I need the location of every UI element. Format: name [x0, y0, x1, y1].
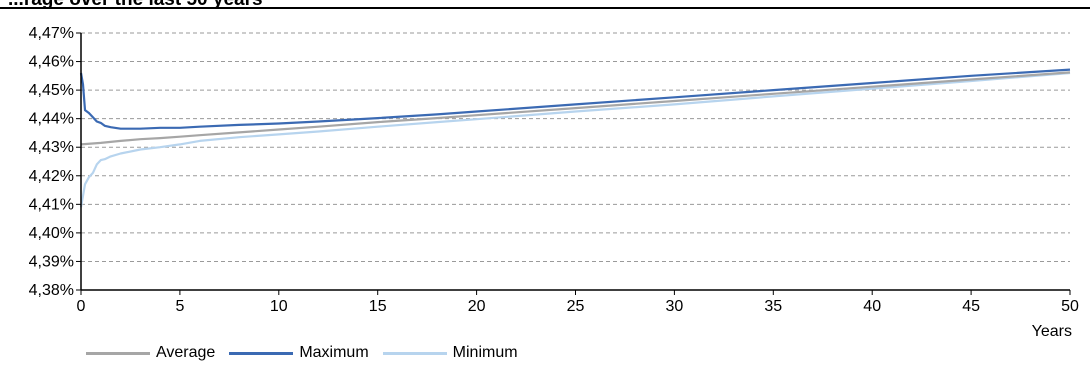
axes: 4,38% 4,39% 4,40% 4,41% 4,42% 4,43% 4,44% 4,45%… [29, 25, 1079, 315]
chart-title: ...rage over the last 50 years [8, 0, 263, 11]
legend-swatch [86, 351, 150, 355]
y-tick-label: 4,38% [29, 282, 74, 299]
legend-swatch [229, 351, 294, 355]
line-chart: 4,38% 4,39% 4,40% 4,41% 4,42% 4,43% 4,44% 4,45%… [29, 25, 1079, 340]
legend-label: Average [156, 344, 216, 361]
x-tick-label: 30 [666, 298, 684, 315]
grid-lines [81, 32, 1070, 262]
x-tick-label: 0 [77, 298, 86, 315]
legend: Average Maximum Minimum [86, 344, 532, 362]
y-tick-label: 4,40% [29, 225, 74, 242]
x-tick-label: 40 [863, 298, 881, 315]
series-line-average [80, 71, 1071, 146]
legend-item-minimum: Minimum [382, 344, 518, 362]
legend-swatch [382, 351, 447, 355]
x-tick-label: 15 [369, 298, 387, 315]
y-tick-label: 4,43% [29, 139, 74, 156]
x-tick-label: 45 [962, 298, 980, 315]
series-layer [79, 68, 1071, 208]
x-tick-label: 25 [567, 298, 585, 315]
y-tick-label: 4,39% [29, 253, 74, 270]
y-tick-label: 4,46% [29, 54, 74, 71]
y-tick-label: 4,42% [29, 168, 74, 185]
title-underline [0, 7, 1090, 9]
x-tick-label: 5 [175, 298, 184, 315]
legend-label: Maximum [299, 344, 369, 361]
y-tick-label: 4,44% [29, 111, 74, 128]
x-tick-label: 10 [270, 298, 288, 315]
y-tick-label: 4,47% [29, 25, 74, 42]
y-tick-label: 4,41% [29, 196, 74, 213]
series-line-maximum [79, 68, 1071, 130]
legend-item-average: Average [86, 344, 215, 362]
legend-item-maximum: Maximum [229, 344, 369, 362]
x-axis-label: Years [1032, 323, 1072, 340]
x-tick-label: 35 [764, 298, 782, 315]
series-line-minimum [79, 71, 1071, 208]
x-tick-label: 50 [1061, 298, 1079, 315]
y-tick-label: 4,45% [29, 82, 74, 99]
x-tick-label: 20 [468, 298, 486, 315]
legend-label: Minimum [452, 344, 518, 361]
